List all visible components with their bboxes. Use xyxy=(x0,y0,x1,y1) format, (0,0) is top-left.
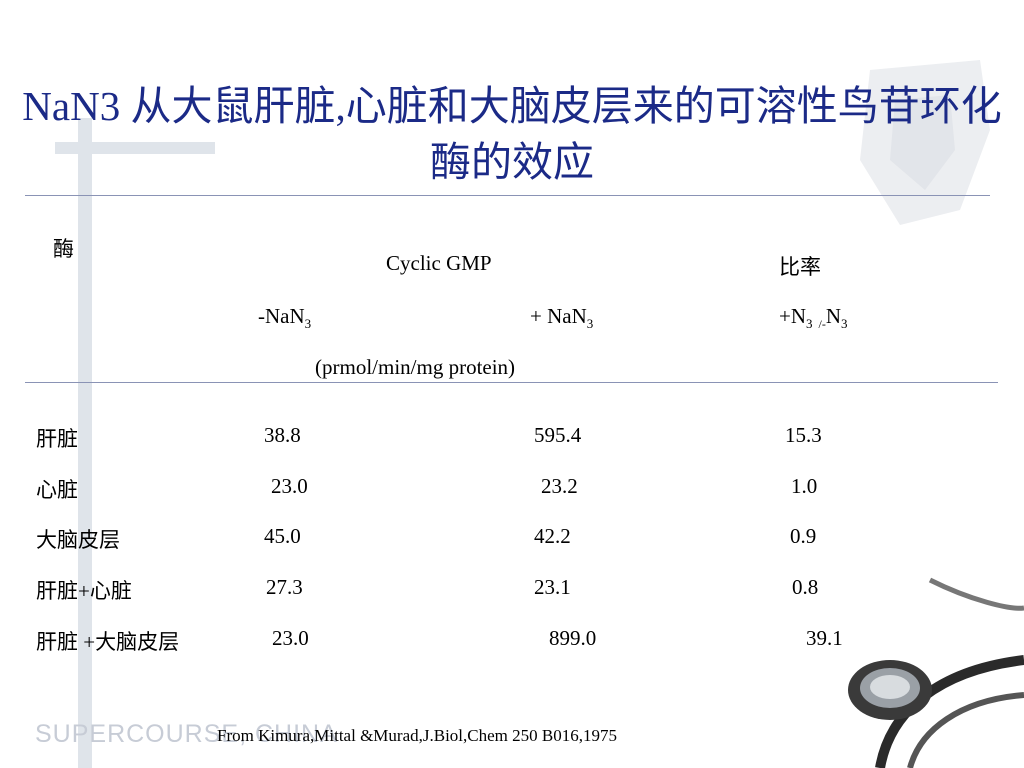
minus-cell: 27.3 xyxy=(266,575,303,599)
plus-nan3-header: + NaN3 xyxy=(530,304,593,332)
slide-title: NaN3 从大鼠肝脏,心脏和大脑皮层来的可溶性鸟苷环化酶的效应 xyxy=(22,83,1002,185)
ratio-plus-n: +N xyxy=(779,304,807,328)
tissue-cell: 心脏 xyxy=(36,478,78,502)
ratio-cell: 15.3 xyxy=(785,423,822,447)
tissue-cell: 肝脏+心脏 xyxy=(36,579,132,603)
minus-cell: 23.0 xyxy=(272,626,309,650)
ratio-cell: 1.0 xyxy=(791,474,818,498)
tissue-cell: 肝脏 xyxy=(36,427,78,451)
tissue-cell: 大脑皮层 xyxy=(36,528,120,552)
minus-cell: 45.0 xyxy=(264,524,301,548)
ratio-cell: 39.1 xyxy=(806,626,843,650)
minus-cell: 23.0 xyxy=(271,474,308,498)
ratio-n: N xyxy=(825,304,842,328)
decor-vertical-bar xyxy=(78,118,92,768)
plus-cell: 899.0 xyxy=(549,626,597,650)
ratio-cell: 0.9 xyxy=(790,524,817,548)
plus-cell: 42.2 xyxy=(534,524,571,548)
supercourse-logo: SUPERCOURSE, CHINA xyxy=(35,720,338,748)
subscript-3: 3 xyxy=(841,316,848,331)
minus-nan3-label: -NaN xyxy=(258,304,305,328)
unit-header: (prmol/min/mg protein) xyxy=(315,355,516,379)
plus-cell: 595.4 xyxy=(534,423,582,447)
plus-cell: 23.1 xyxy=(534,575,571,599)
plus-nan3-label: + NaN xyxy=(530,304,587,328)
subscript-3: 3 xyxy=(586,316,594,331)
ratio-cell: 0.8 xyxy=(792,575,819,599)
minus-cell: 38.8 xyxy=(264,423,301,447)
watermark-emblem xyxy=(860,60,990,225)
ratio-divider: /- xyxy=(818,317,826,331)
header-rule xyxy=(25,382,998,383)
minus-nan3-header: -NaN3 xyxy=(258,304,311,332)
stethoscope-image xyxy=(848,577,1024,768)
decor-horizontal-bar xyxy=(55,142,215,154)
plus-cell: 23.2 xyxy=(541,474,578,498)
ratio-header: 比率 xyxy=(779,255,821,279)
subscript-3: 3 xyxy=(806,316,813,331)
top-rule xyxy=(25,195,990,196)
cgmp-header: Cyclic GMP xyxy=(386,251,492,275)
ratio-formula-header: +N3/-N3 xyxy=(779,304,848,332)
enzyme-header: 酶 xyxy=(53,237,74,261)
tissue-cell: 肝脏 +大脑皮层 xyxy=(36,630,180,654)
subscript-3: 3 xyxy=(304,316,312,331)
citation: From Kimura,Mittal &Murad,J.Biol,Chem 25… xyxy=(217,726,617,745)
